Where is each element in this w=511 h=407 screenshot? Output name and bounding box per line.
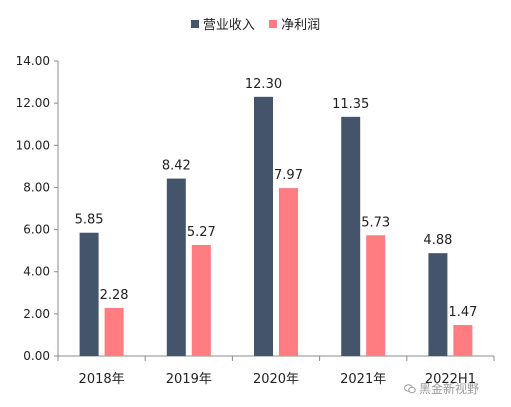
wechat-icon <box>404 383 416 393</box>
y-tick-label: 12.00 <box>16 96 50 110</box>
y-tick-label: 2.00 <box>23 307 50 321</box>
legend-item-revenue: 营业收入 <box>190 14 255 33</box>
data-label: 11.35 <box>332 97 369 112</box>
legend-item-profit: 净利润 <box>269 14 320 33</box>
y-tick-label: 8.00 <box>23 180 50 194</box>
bar-profit <box>191 244 211 356</box>
y-tick-label: 14.00 <box>16 54 50 68</box>
y-tick-label: 10.00 <box>16 138 50 152</box>
bar-revenue <box>166 178 186 356</box>
data-label: 12.30 <box>245 77 282 92</box>
x-tick-label: 2019年 <box>166 372 212 387</box>
bar-profit <box>104 307 124 356</box>
bar-profit <box>279 188 298 356</box>
bar-revenue <box>254 96 273 357</box>
data-label: 2.28 <box>100 288 129 303</box>
bar-profit <box>453 325 473 356</box>
data-label: 8.42 <box>162 159 191 174</box>
data-label: 5.85 <box>75 213 104 228</box>
y-tick-label: 4.00 <box>23 265 50 279</box>
x-tick-label: 2018年 <box>79 372 125 387</box>
bar-revenue <box>428 253 448 356</box>
x-tick-label: 2020年 <box>253 372 299 387</box>
data-label: 5.73 <box>361 215 390 230</box>
data-label: 4.88 <box>423 233 452 248</box>
legend-label-revenue: 营业收入 <box>202 18 255 33</box>
data-label: 5.27 <box>187 225 216 240</box>
y-tick-label: 0.00 <box>23 349 50 363</box>
data-label: 1.47 <box>448 305 477 320</box>
legend-swatch-profit <box>269 19 278 28</box>
watermark-text: 黑金新视野 <box>419 382 480 396</box>
y-tick-label: 6.00 <box>23 223 50 237</box>
legend-label-profit: 净利润 <box>281 18 321 33</box>
watermark: 黑金新视野 <box>404 380 479 397</box>
bar-revenue <box>341 116 361 356</box>
x-tick-label: 2022H1 <box>425 372 476 387</box>
legend: 营业收入 净利润 <box>0 14 511 33</box>
data-label: 7.97 <box>274 168 303 183</box>
x-tick-label: 2021年 <box>340 372 386 387</box>
bar-revenue <box>79 232 99 356</box>
legend-swatch-revenue <box>190 19 199 28</box>
bar-profit <box>366 235 386 356</box>
